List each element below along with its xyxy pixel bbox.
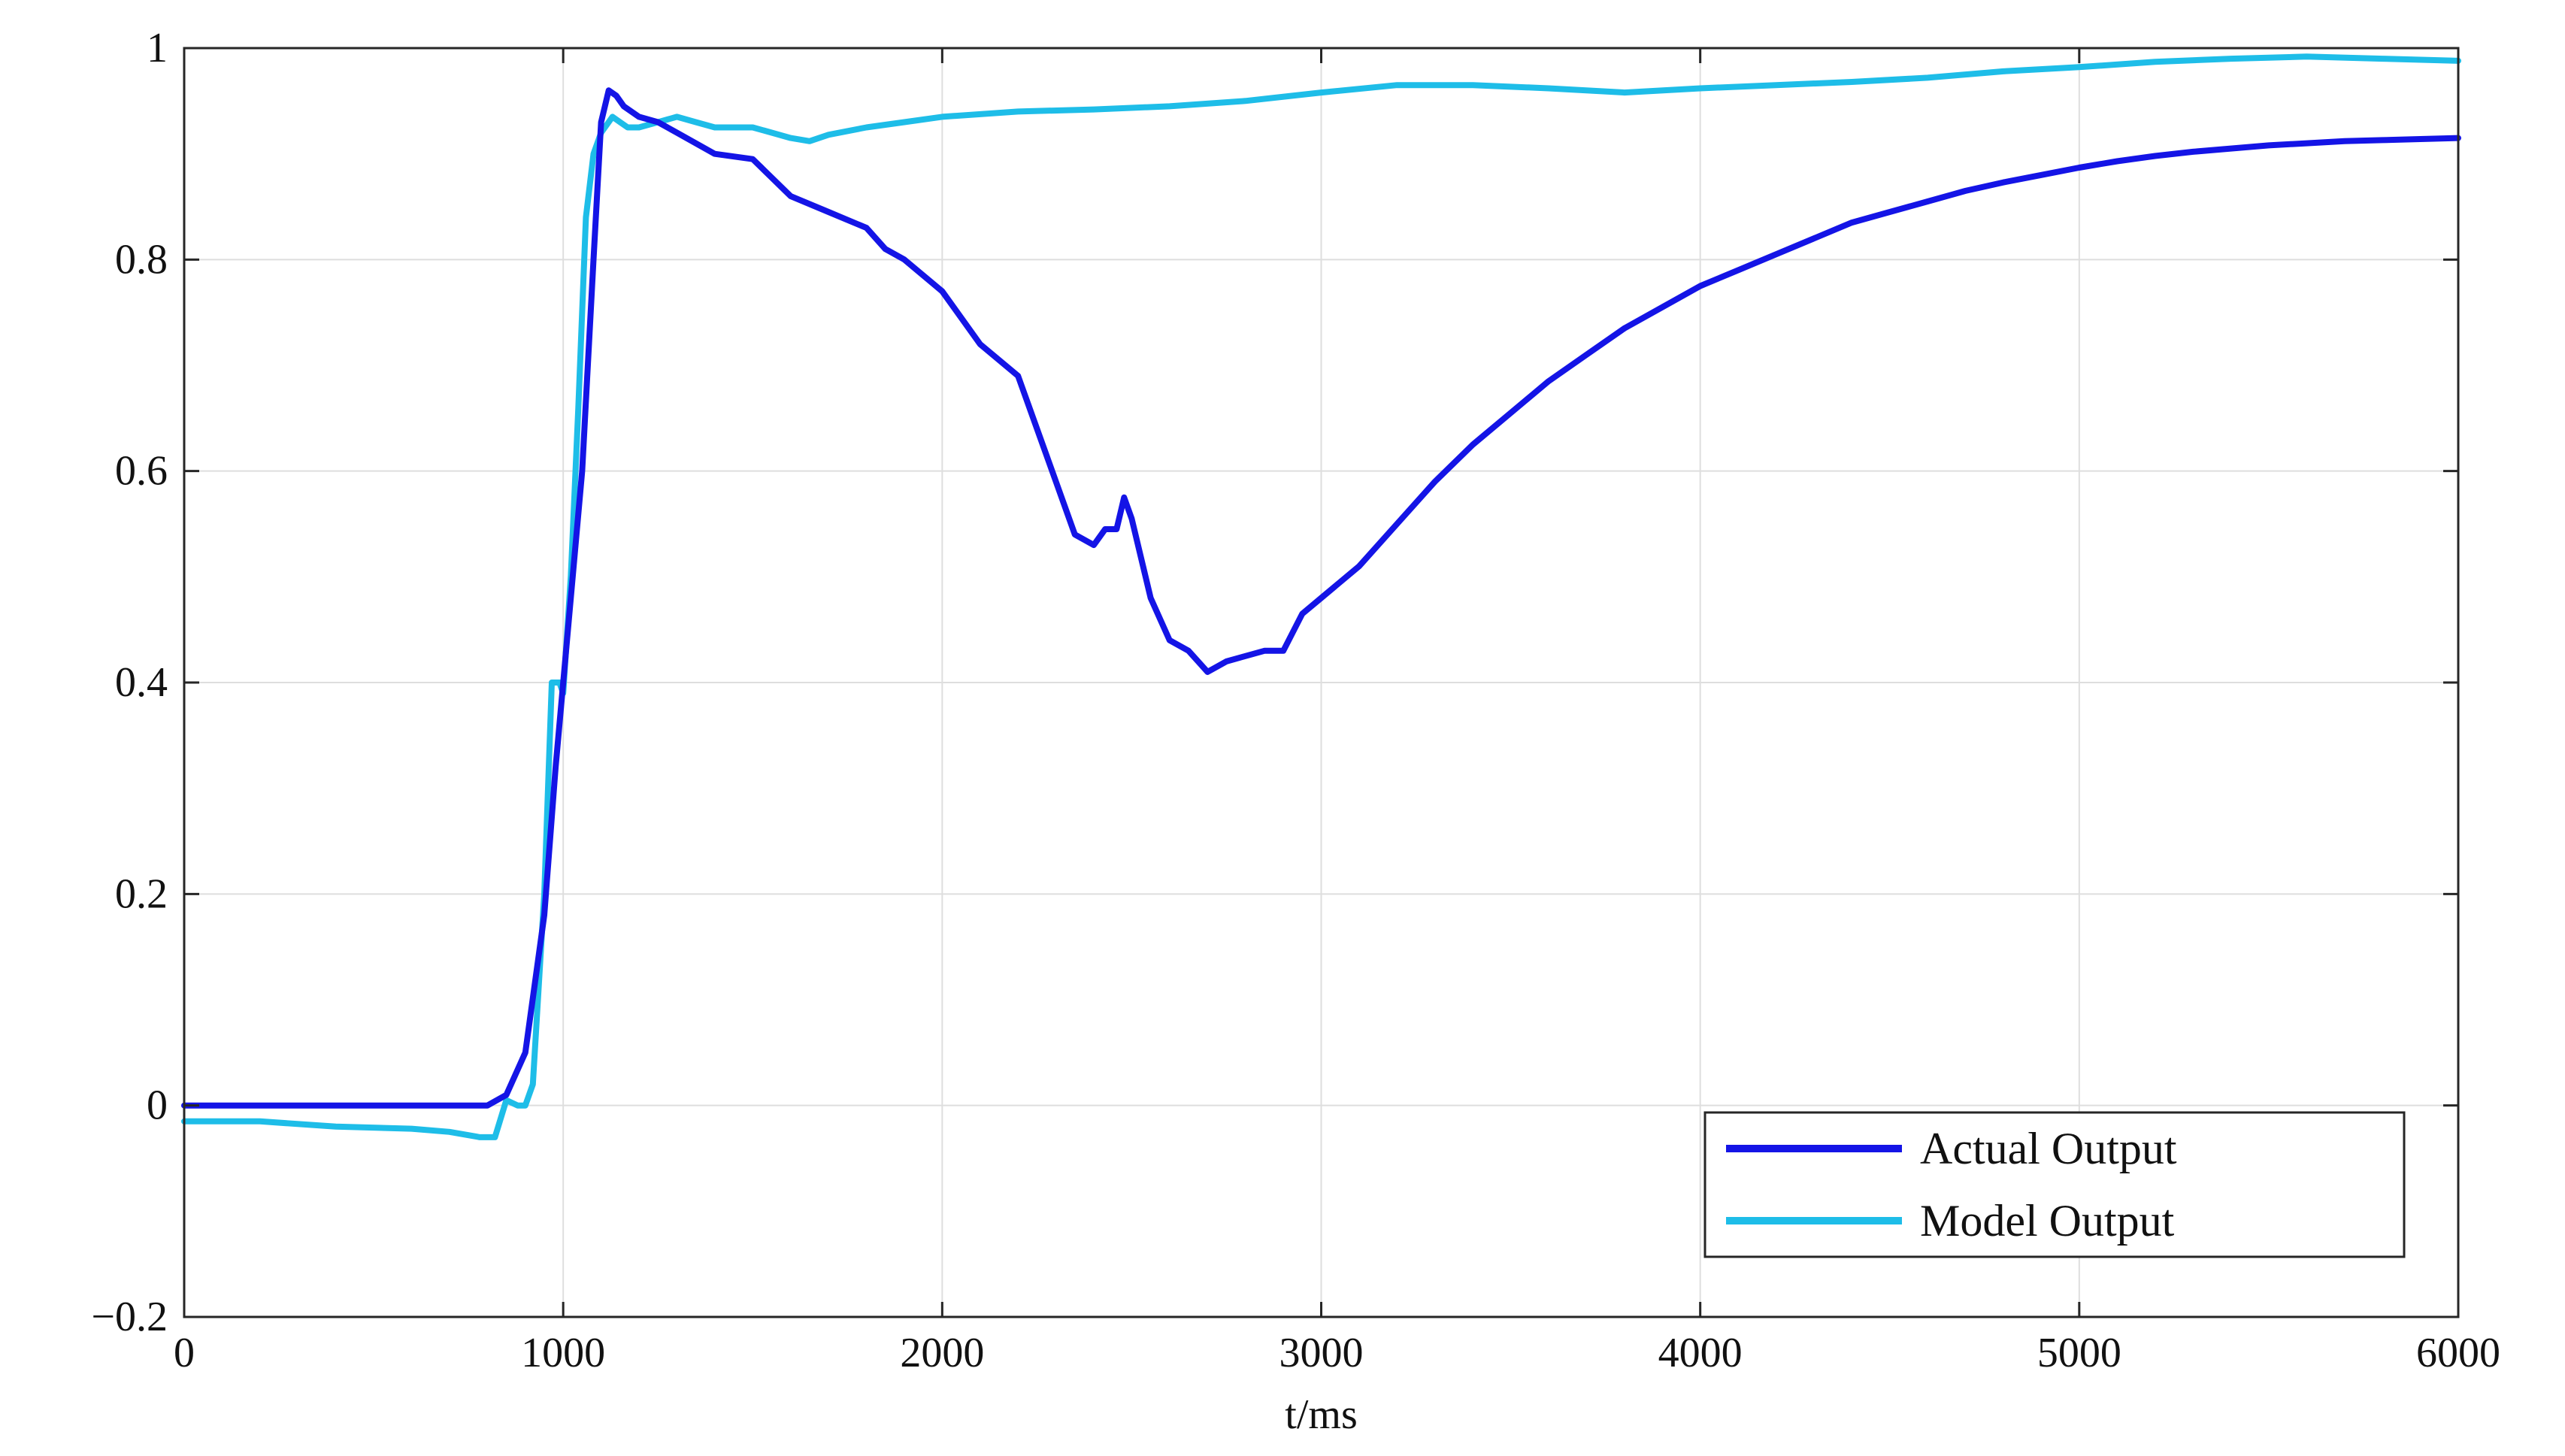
- x-tick-label: 6000: [2416, 1330, 2500, 1376]
- x-axis-title: t/ms: [1285, 1391, 1357, 1438]
- y-tick-label: 1: [147, 25, 168, 71]
- series-line-model-output: [181, 53, 2461, 1140]
- y-tick-label: −0.2: [91, 1294, 168, 1340]
- x-tick-label: 3000: [1279, 1330, 1364, 1376]
- y-tick-label: 0.4: [115, 659, 168, 706]
- legend-box: [1703, 1111, 2406, 1258]
- x-tick-label: 0: [174, 1330, 195, 1376]
- legend-label-model-output: Model Output: [1920, 1196, 2175, 1246]
- x-tick-label: 1000: [521, 1330, 605, 1376]
- x-tick-label: 5000: [2037, 1330, 2121, 1376]
- y-tick-label: 0: [147, 1082, 168, 1129]
- series-layer: [181, 53, 2461, 1140]
- legend: Actual Output Model Output: [1703, 1111, 2406, 1258]
- tick-layer: 0 1000 2000 3000 4000 5000 6000−0.200.20.40.60…: [91, 25, 2500, 1376]
- x-tick-label: 4000: [1658, 1330, 1743, 1376]
- series-line-actual-output: [181, 87, 2461, 1109]
- x-tick-label: 2000: [900, 1330, 984, 1376]
- y-tick-label: 0.6: [115, 448, 168, 495]
- y-tick-label: 0.2: [115, 870, 168, 917]
- legend-label-actual-output: Actual Output: [1920, 1124, 2177, 1173]
- y-tick-label: 0.8: [115, 236, 168, 283]
